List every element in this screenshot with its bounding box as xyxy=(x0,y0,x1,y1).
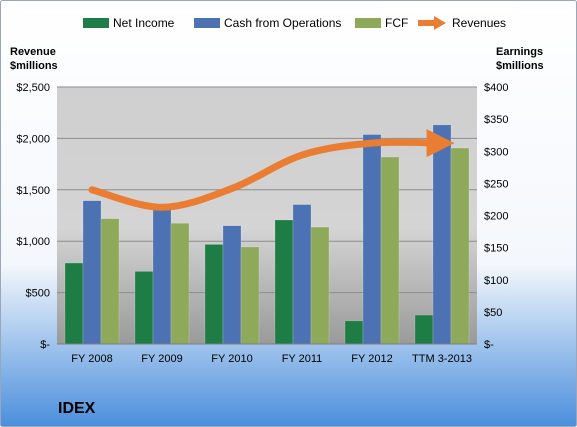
x-tick-label: FY 2009 xyxy=(141,353,182,365)
left-tick-label: $1,500 xyxy=(16,185,50,197)
legend-label-net-income: Net Income xyxy=(113,16,175,30)
right-tick-label: $250 xyxy=(484,178,508,190)
left-axis-ticks: $- $500 $1,000 $1,500 $2,000 $2,500 xyxy=(16,82,50,351)
left-tick-label: $1,000 xyxy=(16,236,50,248)
bar-cash-from-operations-fy-2009 xyxy=(152,208,172,345)
left-tick-label: $2,000 xyxy=(16,133,50,145)
bar-cash-from-operations-ttm-3-2013 xyxy=(432,124,452,345)
bar-cash-from-operations-fy-2010 xyxy=(222,225,242,345)
gridlines xyxy=(57,86,477,294)
right-tick-label: $350 xyxy=(484,114,508,126)
revenues-line xyxy=(88,129,455,211)
left-tick-label: $500 xyxy=(26,288,50,300)
bar-fcf-fy-2010 xyxy=(240,246,260,345)
right-axis-title-line1: Earnings xyxy=(496,46,543,58)
right-axis-title-line2: $millions xyxy=(496,60,544,72)
bar-fcf-fy-2012 xyxy=(380,156,400,345)
left-axis-title-line2: $millions xyxy=(10,60,58,72)
bar-series-group xyxy=(64,124,470,345)
legend-swatch-net-income xyxy=(83,18,109,28)
legend-label-cash-from-operations: Cash from Operations xyxy=(224,16,341,30)
left-axis-title-line1: Revenue xyxy=(10,46,56,58)
right-tick-label: $300 xyxy=(484,146,508,158)
bar-net-income-fy-2009 xyxy=(134,271,154,345)
bar-fcf-ttm-3-2013 xyxy=(450,147,470,345)
bar-cash-from-operations-fy-2011 xyxy=(292,204,312,345)
bar-net-income-fy-2012 xyxy=(344,320,364,345)
right-tick-label: $200 xyxy=(484,211,508,223)
bar-net-income-fy-2010 xyxy=(204,244,224,345)
legend-swatch-cash-from-operations xyxy=(194,18,220,28)
x-axis-ticks: FY 2008 FY 2009 FY 2010 FY 2011 FY 2012 TTM 3… xyxy=(71,353,472,365)
bar-net-income-fy-2011 xyxy=(274,219,294,345)
legend-arrow-icon xyxy=(434,16,446,30)
x-tick-label: FY 2011 xyxy=(282,353,323,365)
bar-fcf-fy-2009 xyxy=(170,222,190,345)
bar-net-income-ttm-3-2013 xyxy=(414,314,434,345)
bar-cash-from-operations-fy-2012 xyxy=(362,134,382,345)
right-axis-ticks: $- $50 $100 $150 $200 $250 $300 $350 $400 xyxy=(484,82,508,351)
plot-area xyxy=(57,87,477,344)
bar-fcf-fy-2008 xyxy=(100,218,120,345)
bar-net-income-fy-2008 xyxy=(64,262,84,345)
chart-title: IDEX xyxy=(58,400,96,417)
right-tick-label: $100 xyxy=(484,275,508,287)
x-tick-label: FY 2008 xyxy=(71,353,112,365)
legend-label-revenues: Revenues xyxy=(452,16,506,30)
x-tick-label: FY 2012 xyxy=(351,353,392,365)
x-tick-label: TTM 3-2013 xyxy=(412,353,472,365)
bar-fcf-fy-2011 xyxy=(310,226,330,345)
legend-swatch-fcf xyxy=(355,18,381,28)
legend-label-fcf: FCF xyxy=(385,16,408,30)
right-tick-label: $50 xyxy=(484,307,502,319)
legend: Net Income Cash from Operations FCF Reve… xyxy=(83,16,506,30)
left-tick-label: $2,500 xyxy=(16,82,50,94)
bar-cash-from-operations-fy-2008 xyxy=(82,200,102,345)
x-tick-label: FY 2010 xyxy=(211,353,252,365)
left-tick-label: $- xyxy=(40,339,50,351)
right-tick-label: $- xyxy=(484,339,494,351)
right-tick-label: $400 xyxy=(484,82,508,94)
right-tick-label: $150 xyxy=(484,243,508,255)
